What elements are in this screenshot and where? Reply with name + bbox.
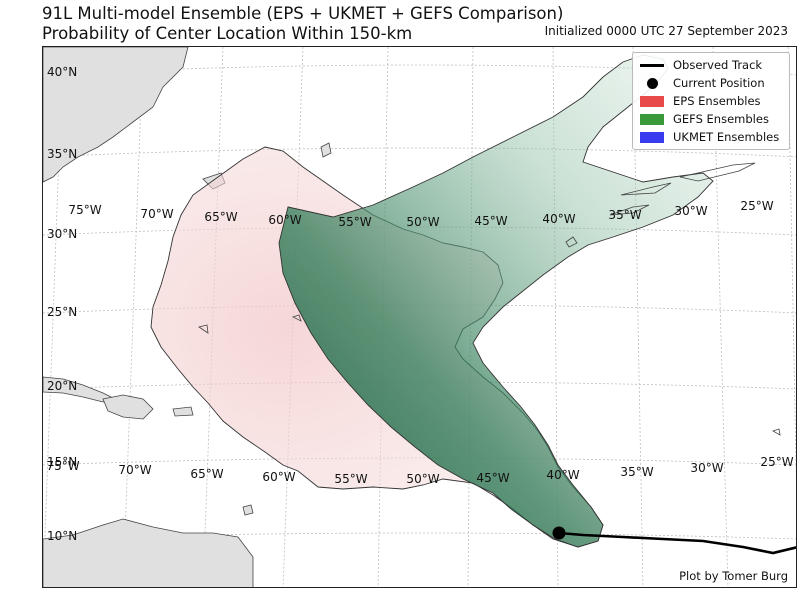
lon-label-upper-75w: 75°W xyxy=(68,203,102,217)
position-dot-swatch xyxy=(646,77,658,89)
lon-label-lower-25w: 25°W xyxy=(760,455,794,469)
gefs-probability-area xyxy=(278,54,714,548)
ukmet-color-swatch xyxy=(640,131,664,143)
track-line-swatch xyxy=(640,63,664,67)
initialized-time: Initialized 0000 UTC 27 September 2023 xyxy=(544,24,788,38)
lat-label-20n: 20°N xyxy=(47,379,78,393)
title-line-2: Probability of Center Location Within 15… xyxy=(42,24,413,43)
map-legend: Observed Track Current Position EPS Ense… xyxy=(632,52,790,150)
observed-track-line xyxy=(558,531,796,555)
lon-label-lower-35w: 35°W xyxy=(620,465,654,479)
legend-label-eps: EPS Ensembles xyxy=(673,94,761,108)
lon-label-lower-70w: 70°W xyxy=(118,463,152,477)
legend-label-current-position: Current Position xyxy=(673,76,765,90)
legend-label-ukmet: UKMET Ensembles xyxy=(673,130,780,144)
legend-item-eps: EPS Ensembles xyxy=(639,92,783,110)
lon-label-lower-55w: 55°W xyxy=(334,472,368,486)
lat-label-40n: 40°N xyxy=(47,65,78,79)
lat-label-15n: 15°N xyxy=(47,455,78,469)
lon-label-lower-40w: 40°W xyxy=(546,468,580,482)
legend-item-gefs: GEFS Ensembles xyxy=(639,110,783,128)
current-position-marker xyxy=(552,526,566,540)
legend-label-gefs: GEFS Ensembles xyxy=(673,112,769,126)
lon-label-upper-25w: 25°W xyxy=(740,199,774,213)
legend-item-ukmet: UKMET Ensembles xyxy=(639,128,783,146)
lon-label-lower-45w: 45°W xyxy=(476,471,510,485)
legend-item-current-position: Current Position xyxy=(639,74,783,92)
legend-item-observed-track: Observed Track xyxy=(639,56,783,74)
pei-land xyxy=(320,142,332,158)
lon-label-lower-30w: 30°W xyxy=(690,461,724,475)
lon-label-upper-30w: 30°W xyxy=(674,204,708,218)
lon-label-upper-55w: 55°W xyxy=(338,215,372,229)
lat-label-10n: 10°N xyxy=(47,529,78,543)
north-america-land xyxy=(43,47,189,183)
title-line-1: 91L Multi-model Ensemble (EPS + UKMET + … xyxy=(42,4,564,23)
lat-label-25n: 25°N xyxy=(47,305,78,319)
legend-label-observed-track: Observed Track xyxy=(673,58,763,72)
south-america-land xyxy=(43,518,254,587)
chart-title: 91L Multi-model Ensemble (EPS + UKMET + … xyxy=(42,4,563,44)
puerto-rico-land xyxy=(172,406,194,417)
map-canvas xyxy=(43,47,796,587)
author-credit: Plot by Tomer Burg xyxy=(679,569,788,583)
lon-label-lower-75w: 75°W xyxy=(46,459,80,473)
gefs-color-swatch xyxy=(640,113,664,125)
island-outlines xyxy=(198,162,781,436)
lon-label-lower-60w: 60°W xyxy=(262,470,296,484)
trinidad-land xyxy=(242,504,254,516)
lat-label-30n: 30°N xyxy=(47,227,78,241)
lon-label-upper-35w: 35°W xyxy=(608,208,642,222)
eps-color-swatch xyxy=(640,95,664,107)
lon-label-upper-50w: 50°W xyxy=(406,215,440,229)
lon-label-upper-40w: 40°W xyxy=(542,212,576,226)
lon-label-upper-65w: 65°W xyxy=(204,210,238,224)
lon-label-lower-50w: 50°W xyxy=(406,472,440,486)
hispaniola-land xyxy=(102,394,154,420)
lat-label-35n: 35°N xyxy=(47,147,78,161)
lon-label-upper-45w: 45°W xyxy=(474,214,508,228)
lon-label-upper-60w: 60°W xyxy=(268,213,302,227)
lon-label-lower-65w: 65°W xyxy=(190,467,224,481)
lon-label-upper-70w: 70°W xyxy=(140,207,174,221)
land-masses xyxy=(43,47,332,587)
